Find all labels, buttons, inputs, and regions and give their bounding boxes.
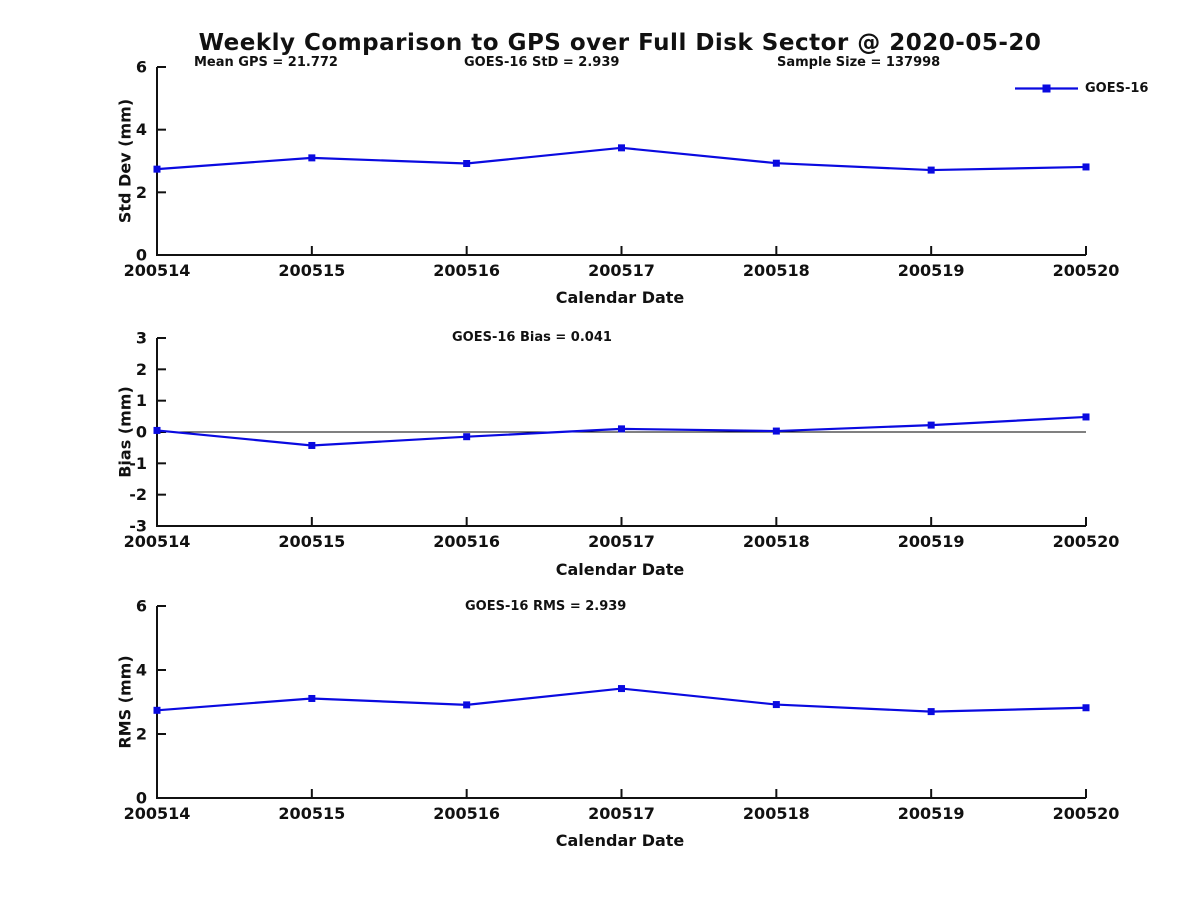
annotation-std: GOES-16 StD = 2.939 — [464, 55, 620, 70]
y-tick-label: -2 — [129, 485, 147, 504]
data-point-marker — [618, 685, 625, 693]
legend-marker-sample — [1042, 84, 1051, 93]
x-tick-label: 200516 — [433, 804, 500, 823]
x-tick-label: 200516 — [433, 532, 500, 551]
x-tick-label: 200519 — [898, 804, 965, 823]
y-tick-label: 0 — [136, 789, 147, 808]
annotation-mean-gps: Mean GPS = 21.772 — [194, 55, 338, 70]
x-tick-label: 200514 — [124, 804, 191, 823]
x-tick-label: 200515 — [278, 261, 345, 280]
y-tick-label: -1 — [129, 454, 147, 473]
y-tick-label: 0 — [136, 423, 147, 442]
data-point-marker — [153, 706, 161, 714]
x-tick-label: 200520 — [1053, 532, 1120, 551]
annotation-sample-size: Sample Size = 137998 — [777, 55, 941, 70]
data-point-marker — [308, 694, 316, 702]
data-point-marker — [927, 421, 935, 429]
data-point-marker — [153, 426, 161, 434]
x-tick-label: 200517 — [588, 261, 655, 280]
y-axis-label-stddev: Std Dev (mm) — [115, 98, 135, 224]
data-point-marker — [463, 701, 471, 709]
x-axis-label-top: Calendar Date — [555, 288, 685, 307]
x-tick-label: 200518 — [743, 804, 810, 823]
legend-label-goes16: GOES-16 — [1085, 81, 1149, 96]
data-point-marker — [618, 425, 625, 433]
x-tick-label: 200519 — [898, 261, 965, 280]
data-point-marker — [1082, 413, 1090, 421]
chart-title: Weekly Comparison to GPS over Full Disk … — [198, 30, 1042, 56]
x-tick-label: 200514 — [124, 261, 191, 280]
x-tick-label: 200516 — [433, 261, 500, 280]
data-point-marker — [463, 160, 471, 168]
x-axis-label-middle: Calendar Date — [555, 560, 685, 579]
x-tick-label: 200520 — [1053, 261, 1120, 280]
data-point-marker — [927, 708, 935, 716]
x-tick-label: 200515 — [278, 532, 345, 551]
data-point-marker — [1082, 163, 1090, 171]
data-point-marker — [1082, 704, 1090, 712]
x-tick-label: 200514 — [124, 532, 191, 551]
y-tick-label: 2 — [136, 725, 147, 744]
data-point-marker — [463, 433, 471, 441]
y-axis-label-rms: RMS (mm) — [115, 655, 135, 749]
y-tick-label: 6 — [136, 597, 147, 616]
x-tick-label: 200517 — [588, 804, 655, 823]
x-tick-label: 200518 — [743, 532, 810, 551]
y-tick-label: 2 — [136, 183, 147, 202]
data-point-marker — [772, 701, 780, 709]
data-point-marker — [618, 144, 625, 152]
data-point-marker — [772, 427, 780, 435]
data-point-marker — [772, 159, 780, 167]
data-point-marker — [153, 165, 161, 173]
data-point-marker — [927, 166, 935, 174]
x-tick-label: 200519 — [898, 532, 965, 551]
x-tick-label: 200518 — [743, 261, 810, 280]
y-tick-label: 4 — [136, 661, 147, 680]
data-point-marker — [308, 154, 316, 162]
y-tick-label: 2 — [136, 360, 147, 379]
x-tick-label: 200517 — [588, 532, 655, 551]
y-axis-label-bias: Bias (mm) — [115, 386, 135, 478]
y-tick-label: 0 — [136, 246, 147, 265]
data-point-marker — [308, 441, 316, 449]
y-tick-label: 6 — [136, 58, 147, 77]
y-tick-label: -3 — [129, 517, 147, 536]
x-axis-label-bottom: Calendar Date — [555, 831, 685, 850]
y-tick-label: 1 — [136, 391, 147, 410]
annotation-rms: GOES-16 RMS = 2.939 — [465, 599, 627, 614]
y-tick-label: 3 — [136, 329, 147, 348]
x-tick-label: 200520 — [1053, 804, 1120, 823]
y-tick-label: 4 — [136, 120, 147, 139]
annotation-bias: GOES-16 Bias = 0.041 — [452, 330, 612, 345]
x-tick-label: 200515 — [278, 804, 345, 823]
